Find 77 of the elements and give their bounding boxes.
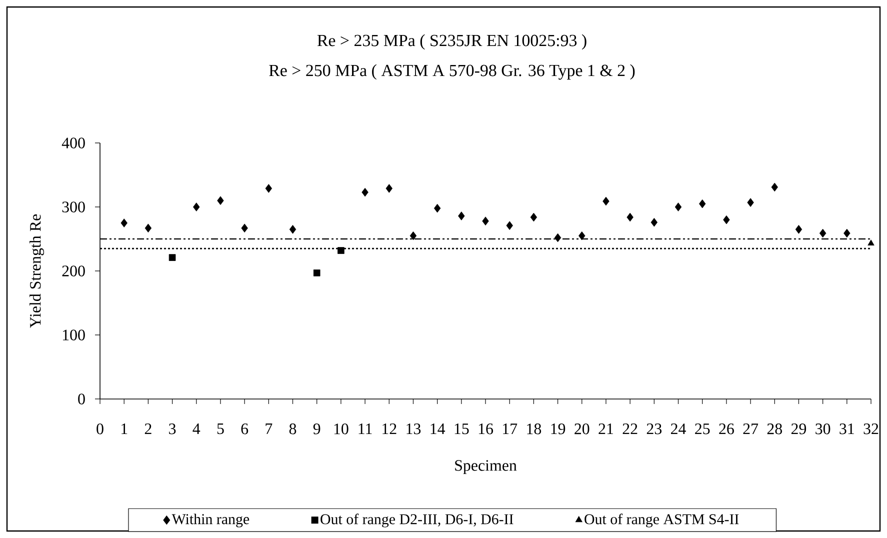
chart-subtitle: Re > 250 MPa ( ASTM A 570-98 Gr. 36 Type 1 & 2 ) <box>269 64 635 80</box>
point <box>410 231 417 240</box>
point <box>699 199 706 208</box>
legend-label: Out of range ASTM S4-II <box>584 514 739 528</box>
x-tick-label: 31 <box>840 424 854 434</box>
y-tick-label: 100 <box>62 330 85 340</box>
x-tick-label: 4 <box>192 424 200 434</box>
x-tick-label: 23 <box>646 424 662 434</box>
point <box>650 218 658 227</box>
point <box>313 270 320 276</box>
x-tick-label: 0 <box>96 424 104 434</box>
x-tick-label: 17 <box>503 424 518 434</box>
point <box>241 224 248 233</box>
point <box>506 221 513 230</box>
point <box>434 204 441 213</box>
y-axis-title: Yield Strength Re <box>30 214 44 328</box>
point <box>819 228 826 238</box>
chart-title: Re > 235 MPa ( S235JR EN 10025:93 ) <box>317 34 586 50</box>
x-tick-label: 28 <box>767 424 782 434</box>
point <box>795 224 802 234</box>
legend-label: Within range <box>172 514 250 528</box>
point <box>554 233 562 242</box>
point <box>844 228 850 238</box>
point <box>362 188 368 197</box>
x-tick-label: 10 <box>334 424 348 434</box>
x-tick-label: 9 <box>313 424 320 434</box>
x-tick-label: 3 <box>169 424 176 434</box>
x-tick-label: 32 <box>864 424 878 434</box>
point <box>723 215 730 224</box>
x-tick-label: 29 <box>791 424 806 434</box>
y-tick-label: 300 <box>62 202 85 212</box>
x-tick-label: 19 <box>551 424 566 434</box>
x-tick-label: 16 <box>478 424 494 434</box>
x-tick-label: 7 <box>266 424 272 434</box>
x-tick-label: 24 <box>670 424 686 434</box>
x-tick-label: 6 <box>241 424 248 434</box>
point <box>482 216 489 226</box>
y-tick-label: 200 <box>62 266 85 276</box>
point <box>289 224 296 234</box>
point <box>144 224 152 233</box>
x-tick-label: 14 <box>430 424 446 434</box>
x-tick-label: 11 <box>358 424 372 434</box>
point <box>338 247 344 254</box>
point <box>120 218 128 228</box>
x-tick-label: 30 <box>816 424 830 434</box>
y-tick-label: 400 <box>62 138 85 148</box>
x-tick-label: 12 <box>382 424 396 434</box>
point <box>868 240 874 246</box>
point <box>747 198 754 207</box>
y-tick-label: 0 <box>78 394 85 404</box>
x-tick-label: 5 <box>217 424 224 434</box>
point <box>578 231 586 240</box>
x-tick-label: 18 <box>527 424 542 434</box>
point <box>530 212 538 222</box>
x-tick-label: 1 <box>122 424 128 434</box>
x-tick-label: 27 <box>743 424 758 434</box>
point <box>626 212 634 222</box>
point <box>771 182 778 192</box>
x-tick-label: 21 <box>598 424 613 434</box>
point <box>386 184 392 193</box>
point <box>217 196 224 205</box>
point <box>193 202 200 212</box>
point <box>168 254 176 261</box>
x-tick-label: 13 <box>406 424 421 434</box>
point <box>602 196 610 206</box>
x-tick-label: 22 <box>622 424 638 434</box>
x-tick-label: 8 <box>289 424 296 434</box>
point <box>458 212 465 220</box>
x-tick-label: 15 <box>454 424 469 434</box>
legend-label: Out of range D2-III, D6-I, D6-II <box>320 514 514 528</box>
point <box>265 184 272 193</box>
x-tick-label: 2 <box>144 424 152 434</box>
x-tick-label: 20 <box>574 424 590 434</box>
point <box>674 202 682 212</box>
x-tick-label: 26 <box>719 424 734 434</box>
x-axis-title: Specimen <box>455 460 517 474</box>
x-tick-label: 25 <box>695 424 710 434</box>
